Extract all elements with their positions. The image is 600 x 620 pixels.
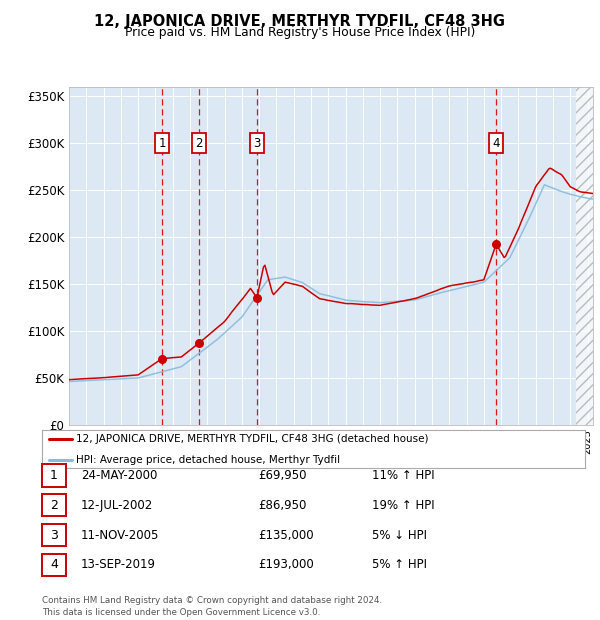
Text: 11-NOV-2005: 11-NOV-2005 — [81, 529, 160, 541]
Text: £193,000: £193,000 — [258, 559, 314, 571]
Text: 4: 4 — [50, 559, 58, 571]
Bar — [576, 87, 593, 425]
Text: 12, JAPONICA DRIVE, MERTHYR TYDFIL, CF48 3HG: 12, JAPONICA DRIVE, MERTHYR TYDFIL, CF48… — [95, 14, 505, 29]
Text: 4: 4 — [493, 136, 500, 149]
Text: 12, JAPONICA DRIVE, MERTHYR TYDFIL, CF48 3HG (detached house): 12, JAPONICA DRIVE, MERTHYR TYDFIL, CF48… — [76, 434, 428, 445]
Text: 12-JUL-2002: 12-JUL-2002 — [81, 499, 153, 511]
Text: 5% ↑ HPI: 5% ↑ HPI — [372, 559, 427, 571]
Text: 2: 2 — [50, 499, 58, 511]
Text: HPI: Average price, detached house, Merthyr Tydfil: HPI: Average price, detached house, Mert… — [76, 454, 340, 464]
Text: 3: 3 — [50, 529, 58, 541]
Text: 11% ↑ HPI: 11% ↑ HPI — [372, 469, 434, 482]
Text: 1: 1 — [158, 136, 166, 149]
Text: £69,950: £69,950 — [258, 469, 307, 482]
Bar — [576, 87, 593, 425]
Text: £86,950: £86,950 — [258, 499, 307, 511]
Text: 2: 2 — [196, 136, 203, 149]
Text: 19% ↑ HPI: 19% ↑ HPI — [372, 499, 434, 511]
Text: 3: 3 — [253, 136, 260, 149]
Text: Price paid vs. HM Land Registry's House Price Index (HPI): Price paid vs. HM Land Registry's House … — [125, 26, 475, 39]
Text: 24-MAY-2000: 24-MAY-2000 — [81, 469, 157, 482]
Text: 13-SEP-2019: 13-SEP-2019 — [81, 559, 156, 571]
Text: 5% ↓ HPI: 5% ↓ HPI — [372, 529, 427, 541]
Text: £135,000: £135,000 — [258, 529, 314, 541]
Text: Contains HM Land Registry data © Crown copyright and database right 2024.
This d: Contains HM Land Registry data © Crown c… — [42, 596, 382, 617]
Text: 1: 1 — [50, 469, 58, 482]
